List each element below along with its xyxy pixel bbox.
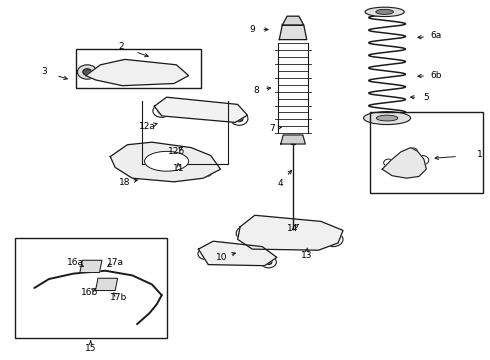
Polygon shape: [382, 148, 426, 178]
Circle shape: [409, 148, 417, 154]
Polygon shape: [96, 278, 118, 291]
Circle shape: [199, 167, 212, 177]
Text: 15: 15: [85, 343, 97, 353]
Circle shape: [153, 104, 171, 117]
Circle shape: [77, 65, 97, 79]
Ellipse shape: [145, 151, 189, 171]
Bar: [370, 112, 483, 193]
Circle shape: [83, 69, 92, 75]
Bar: [76, 49, 201, 88]
Circle shape: [235, 116, 243, 122]
Bar: [15, 238, 167, 338]
Circle shape: [158, 108, 166, 114]
Polygon shape: [110, 142, 220, 182]
Circle shape: [287, 226, 299, 235]
Text: 12b: 12b: [168, 148, 185, 156]
Text: 13: 13: [300, 251, 312, 260]
Circle shape: [323, 232, 343, 247]
Text: 6b: 6b: [430, 71, 442, 80]
Ellipse shape: [376, 9, 393, 14]
Polygon shape: [282, 16, 304, 25]
Circle shape: [416, 156, 429, 165]
Text: 4: 4: [277, 179, 283, 188]
Text: 17a: 17a: [107, 258, 123, 266]
Circle shape: [198, 248, 214, 260]
Circle shape: [89, 264, 97, 269]
Circle shape: [230, 112, 248, 125]
Circle shape: [131, 66, 153, 81]
Circle shape: [121, 152, 134, 162]
Text: 16b: 16b: [81, 288, 98, 297]
Text: 3: 3: [41, 68, 47, 77]
Circle shape: [202, 251, 209, 256]
Text: 9: 9: [249, 25, 255, 34]
Polygon shape: [281, 135, 305, 144]
Text: 17b: 17b: [110, 293, 128, 302]
Polygon shape: [86, 59, 189, 86]
Ellipse shape: [364, 112, 411, 125]
Text: 18: 18: [119, 178, 131, 187]
Circle shape: [265, 260, 272, 265]
Circle shape: [242, 230, 250, 237]
Text: 10: 10: [216, 253, 227, 262]
Polygon shape: [279, 25, 307, 40]
Circle shape: [105, 282, 113, 287]
Ellipse shape: [365, 7, 404, 17]
Polygon shape: [154, 97, 247, 122]
Text: 7: 7: [269, 124, 275, 133]
Text: 2: 2: [119, 42, 124, 51]
Text: 14: 14: [287, 224, 299, 233]
Text: 8: 8: [253, 86, 259, 95]
Text: 1: 1: [477, 150, 483, 159]
Polygon shape: [80, 260, 102, 273]
Circle shape: [261, 256, 276, 268]
Text: 16a: 16a: [68, 258, 84, 266]
Text: 6a: 6a: [431, 31, 441, 40]
Circle shape: [329, 236, 338, 243]
Circle shape: [236, 226, 256, 240]
Circle shape: [384, 159, 393, 166]
Ellipse shape: [376, 115, 398, 121]
Text: 12a: 12a: [139, 122, 155, 131]
Text: 5: 5: [423, 93, 429, 102]
Text: 11: 11: [173, 164, 185, 173]
Polygon shape: [238, 215, 343, 250]
Polygon shape: [198, 241, 277, 266]
